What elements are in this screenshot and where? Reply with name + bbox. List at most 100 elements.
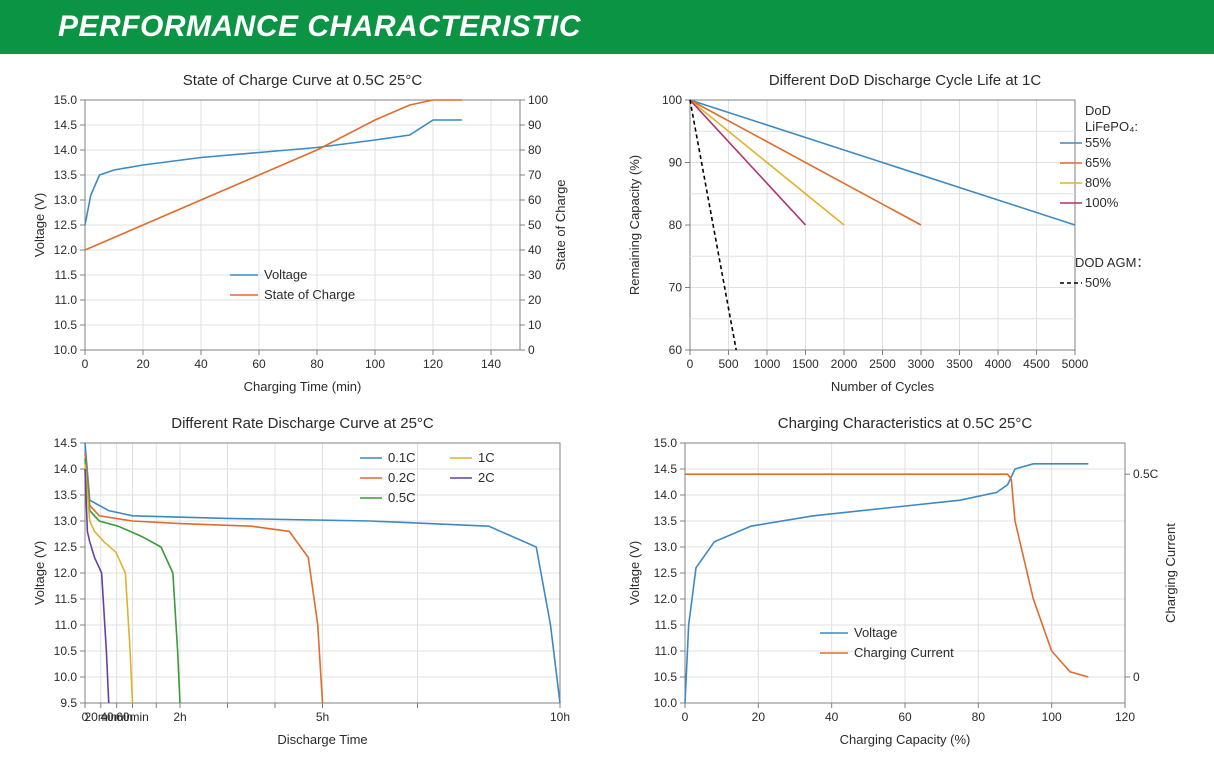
- svg-text:90: 90: [528, 118, 542, 132]
- svg-text:State of Charge: State of Charge: [264, 287, 355, 302]
- chart-dod-cycle: Different DoD Discharge Cycle Life at 1C…: [625, 72, 1185, 405]
- svg-text:0: 0: [82, 357, 89, 371]
- chart-charging-characteristics: Charging Characteristics at 0.5C 25°C 0 2…: [625, 415, 1185, 748]
- svg-text:11.0: 11.0: [655, 644, 678, 658]
- svg-text:0: 0: [1133, 670, 1140, 684]
- svg-text:120: 120: [1115, 710, 1135, 724]
- svg-text:10.5: 10.5: [54, 644, 78, 658]
- svg-text:1C: 1C: [478, 450, 495, 465]
- svg-text:20: 20: [752, 710, 766, 724]
- svg-text:10.0: 10.0: [54, 670, 78, 684]
- svg-text:11.5: 11.5: [55, 268, 78, 282]
- svg-text:14.0: 14.0: [54, 143, 78, 157]
- svg-text:100: 100: [1042, 710, 1062, 724]
- svg-text:90: 90: [669, 156, 683, 170]
- svg-text:120: 120: [423, 357, 443, 371]
- svg-text:10.5: 10.5: [54, 318, 78, 332]
- svg-text:60: 60: [252, 357, 266, 371]
- svg-text:11.5: 11.5: [655, 618, 678, 632]
- svg-text:Charging Time (min): Charging Time (min): [244, 379, 362, 394]
- svg-text:15.0: 15.0: [654, 438, 678, 450]
- svg-text:140: 140: [481, 357, 501, 371]
- svg-text:14.0: 14.0: [654, 488, 678, 502]
- svg-text:2000: 2000: [831, 357, 858, 371]
- svg-text:40: 40: [194, 357, 208, 371]
- chart2-title: Different DoD Discharge Cycle Life at 1C: [625, 72, 1185, 89]
- svg-text:Voltage: Voltage: [264, 267, 307, 282]
- svg-text:80: 80: [310, 357, 324, 371]
- svg-text:12.5: 12.5: [654, 566, 678, 580]
- svg-text:500: 500: [718, 357, 738, 371]
- svg-text:0: 0: [682, 710, 689, 724]
- chart4-title: Charging Characteristics at 0.5C 25°C: [625, 415, 1185, 432]
- svg-text:Voltage (V): Voltage (V): [32, 541, 47, 605]
- svg-text:5h: 5h: [316, 710, 329, 724]
- chart-grid: State of Charge Curve at 0.5C 25°C 02040…: [0, 54, 1214, 748]
- svg-text:50: 50: [528, 218, 542, 232]
- svg-text:Charging Capacity (%): Charging Capacity (%): [840, 732, 971, 747]
- svg-text:Remaining Capacity (%): Remaining Capacity (%): [627, 155, 642, 295]
- svg-text:20: 20: [136, 357, 150, 371]
- svg-text:14.5: 14.5: [54, 118, 78, 132]
- svg-text:Discharge Time: Discharge Time: [277, 732, 367, 747]
- svg-text:4500: 4500: [1023, 357, 1050, 371]
- svg-text:12.5: 12.5: [54, 218, 78, 232]
- svg-text:0.2C: 0.2C: [388, 470, 415, 485]
- svg-text:13.0: 13.0: [54, 514, 78, 528]
- svg-text:9.5: 9.5: [60, 696, 77, 710]
- svg-text:50%: 50%: [1085, 275, 1111, 290]
- svg-text:13.5: 13.5: [654, 514, 678, 528]
- svg-text:12.0: 12.0: [54, 566, 78, 580]
- svg-text:80: 80: [528, 143, 542, 157]
- svg-text:1000: 1000: [754, 357, 781, 371]
- svg-text:1500: 1500: [792, 357, 819, 371]
- chart3-svg: 020min40min60min2h5h10h9.510.010.511.011…: [30, 438, 575, 748]
- svg-text:80%: 80%: [1085, 175, 1111, 190]
- svg-text:14.5: 14.5: [654, 462, 678, 476]
- svg-text:70: 70: [528, 168, 542, 182]
- chart-soc-curve: State of Charge Curve at 0.5C 25°C 02040…: [30, 72, 575, 405]
- svg-text:10.0: 10.0: [654, 696, 678, 710]
- svg-text:60: 60: [898, 710, 912, 724]
- svg-text:13.0: 13.0: [654, 540, 678, 554]
- svg-text:11.0: 11.0: [55, 293, 78, 307]
- svg-text:100%: 100%: [1085, 195, 1119, 210]
- svg-text:10.0: 10.0: [54, 343, 78, 357]
- svg-text:55%: 55%: [1085, 135, 1111, 150]
- svg-text:3000: 3000: [908, 357, 935, 371]
- svg-text:80: 80: [669, 218, 683, 232]
- svg-text:Voltage (V): Voltage (V): [32, 193, 47, 257]
- svg-text:0.5C: 0.5C: [1133, 467, 1159, 481]
- header-title: PERFORMANCE CHARACTERISTIC: [58, 10, 581, 43]
- svg-text:13.0: 13.0: [54, 193, 78, 207]
- svg-text:0: 0: [687, 357, 694, 371]
- svg-text:2h: 2h: [173, 710, 186, 724]
- chart1-svg: 02040608010012014010.010.511.011.512.012…: [30, 95, 575, 395]
- chart3-title: Different Rate Discharge Curve at 25°C: [30, 415, 575, 432]
- svg-text:13.5: 13.5: [54, 488, 78, 502]
- svg-text:60: 60: [528, 193, 542, 207]
- svg-text:60: 60: [669, 343, 683, 357]
- svg-text:13.5: 13.5: [54, 168, 78, 182]
- svg-text:LiFePO₄:: LiFePO₄:: [1085, 119, 1138, 134]
- svg-text:30: 30: [528, 268, 542, 282]
- svg-text:2500: 2500: [869, 357, 896, 371]
- svg-text:2C: 2C: [478, 470, 495, 485]
- svg-text:Voltage (V): Voltage (V): [627, 541, 642, 605]
- svg-text:10: 10: [528, 318, 542, 332]
- svg-text:DOD AGM：: DOD AGM：: [1075, 255, 1149, 270]
- svg-text:15.0: 15.0: [54, 95, 78, 107]
- svg-text:Charging Current: Charging Current: [854, 645, 954, 660]
- svg-text:100: 100: [662, 95, 682, 107]
- svg-text:0.5C: 0.5C: [388, 490, 415, 505]
- svg-text:12.0: 12.0: [54, 243, 78, 257]
- svg-text:40: 40: [528, 243, 542, 257]
- svg-text:5000: 5000: [1062, 357, 1089, 371]
- svg-text:70: 70: [669, 281, 683, 295]
- svg-text:11.0: 11.0: [55, 618, 78, 632]
- svg-text:0.1C: 0.1C: [388, 450, 415, 465]
- chart4-svg: 02040608010012010.010.511.011.512.012.51…: [625, 438, 1185, 748]
- svg-text:14.5: 14.5: [54, 438, 78, 450]
- svg-text:65%: 65%: [1085, 155, 1111, 170]
- svg-text:State of Charge: State of Charge: [553, 179, 568, 270]
